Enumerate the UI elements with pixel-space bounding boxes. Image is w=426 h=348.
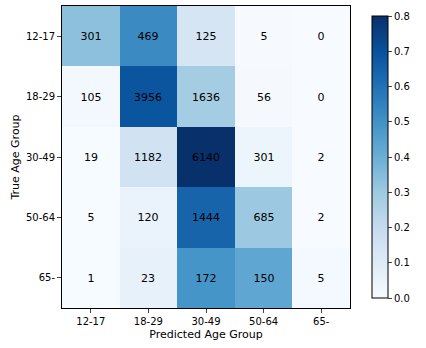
svg-text:19: 19 [84, 151, 98, 164]
svg-text:18-29: 18-29 [134, 316, 163, 327]
svg-text:0.3: 0.3 [394, 187, 410, 198]
svg-text:65-: 65- [39, 272, 56, 283]
svg-text:Predicted Age Group: Predicted Age Group [149, 328, 262, 341]
svg-text:1636: 1636 [192, 91, 220, 104]
svg-text:0.5: 0.5 [394, 116, 410, 127]
svg-text:65-: 65- [313, 316, 330, 327]
svg-text:2: 2 [318, 151, 325, 164]
svg-text:12-17: 12-17 [76, 316, 105, 327]
svg-text:5: 5 [261, 30, 268, 43]
svg-text:105: 105 [81, 91, 102, 104]
svg-text:12-17: 12-17 [26, 31, 55, 42]
svg-text:301: 301 [254, 151, 275, 164]
svg-text:0: 0 [318, 30, 325, 43]
svg-text:0.2: 0.2 [394, 222, 410, 233]
svg-text:30-49: 30-49 [191, 316, 220, 327]
svg-text:172: 172 [196, 272, 217, 285]
svg-text:1182: 1182 [134, 151, 162, 164]
svg-text:0.7: 0.7 [394, 46, 410, 57]
svg-text:5: 5 [88, 211, 95, 224]
svg-text:3956: 3956 [134, 91, 162, 104]
svg-text:0.6: 0.6 [394, 81, 410, 92]
svg-text:125: 125 [196, 30, 217, 43]
svg-text:True Age Group: True Age Group [9, 114, 22, 200]
svg-text:0.0: 0.0 [394, 293, 410, 304]
svg-text:685: 685 [254, 211, 275, 224]
svg-text:150: 150 [254, 272, 275, 285]
svg-text:56: 56 [257, 91, 271, 104]
svg-text:50-64: 50-64 [249, 316, 278, 327]
svg-text:0.1: 0.1 [394, 257, 410, 268]
svg-text:1: 1 [88, 272, 95, 285]
svg-text:5: 5 [318, 272, 325, 285]
svg-text:30-49: 30-49 [26, 152, 55, 163]
svg-text:18-29: 18-29 [26, 91, 55, 102]
svg-text:6140: 6140 [192, 151, 220, 164]
svg-text:120: 120 [138, 211, 159, 224]
svg-text:469: 469 [138, 30, 159, 43]
svg-text:23: 23 [141, 272, 155, 285]
svg-text:0.4: 0.4 [394, 152, 410, 163]
svg-text:0: 0 [318, 91, 325, 104]
svg-text:301: 301 [81, 30, 102, 43]
svg-text:0.8: 0.8 [394, 11, 410, 22]
svg-text:1444: 1444 [192, 211, 220, 224]
svg-text:2: 2 [318, 211, 325, 224]
svg-text:50-64: 50-64 [26, 212, 55, 223]
